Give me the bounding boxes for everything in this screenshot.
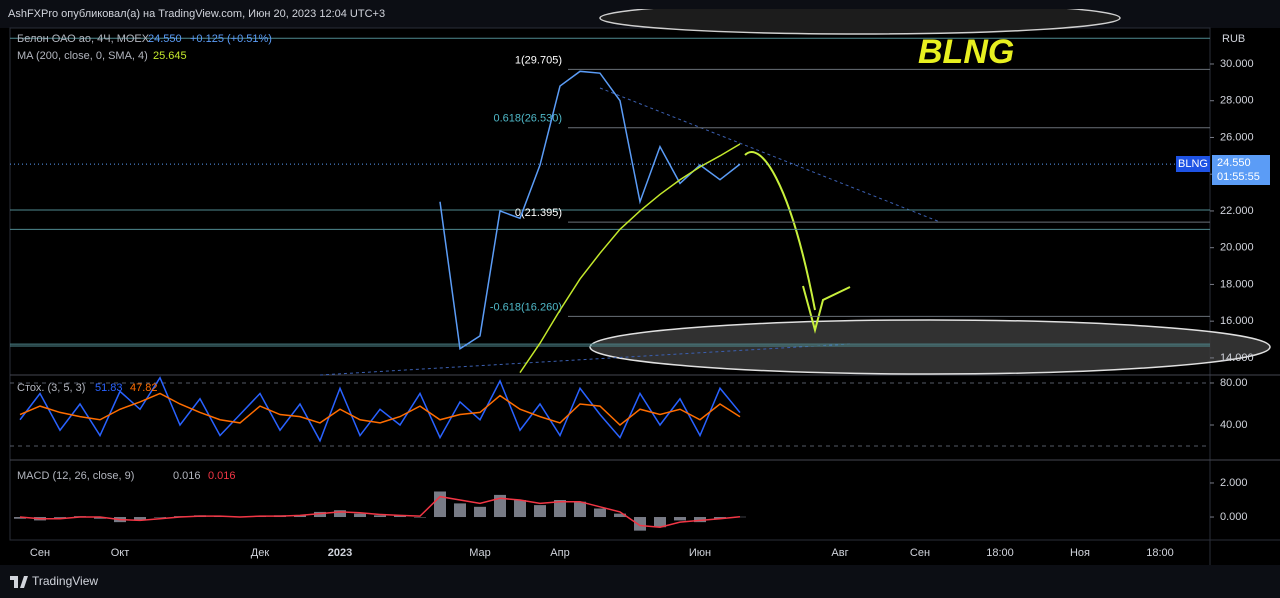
y-tick-label: 20.000: [1220, 242, 1254, 254]
histogram-bar: [14, 517, 26, 519]
histogram-bar: [494, 494, 506, 518]
stoch-legend: Стох. (3, 5, 3): [17, 382, 85, 394]
currency: RUB: [1222, 33, 1245, 45]
x-tick-label: Сен: [30, 547, 50, 559]
fib-label: 0.618(26.530): [494, 113, 563, 125]
histogram-bar: [334, 510, 346, 518]
series-line: [439, 70, 741, 350]
histogram-bar: [314, 511, 326, 518]
histogram-bar: [594, 508, 606, 518]
x-tick-label: 18:00: [986, 547, 1014, 559]
y-tick-label: 28.000: [1220, 95, 1254, 107]
price-tag: [1212, 155, 1270, 185]
y-tick-label: 80.00: [1220, 377, 1248, 389]
histogram-bar: [574, 501, 586, 518]
y-tick-label: 40.00: [1220, 419, 1248, 431]
x-tick-label: Мар: [469, 547, 491, 559]
fib-label: -0.618(16.260): [490, 301, 562, 313]
histogram-bar: [294, 515, 306, 518]
symbol-legend: Белон ОАО ао, 4Ч, MOEX: [17, 33, 150, 45]
change-legend: +0.125 (+0.51%): [190, 33, 272, 45]
y-tick-label: 14.000: [1220, 352, 1254, 364]
histogram-bar: [394, 515, 406, 518]
y-tick-label: 26.000: [1220, 131, 1254, 143]
symbol-tag-text: BLNG: [1178, 158, 1208, 170]
stoch-d-value: 47.82: [130, 382, 158, 394]
histogram-bar: [94, 517, 106, 519]
macd-legend: MACD (12, 26, close, 9): [17, 470, 134, 482]
histogram-bar: [414, 517, 426, 518]
fib-label: 1(29.705): [515, 54, 562, 66]
ellipse-drawing: [589, 319, 1271, 375]
x-tick-label: Ноя: [1070, 547, 1090, 559]
series-line: [19, 376, 741, 443]
footer: TradingView: [32, 574, 98, 588]
stoch-k-value: 51.83: [95, 382, 123, 394]
histogram-bar: [714, 517, 726, 519]
y-tick-label: 16.000: [1220, 315, 1254, 327]
plot-frame: [9, 27, 1211, 541]
y-tick-label: 2.000: [1220, 477, 1248, 489]
forecast-arrow: [744, 151, 851, 334]
series-line: [519, 143, 741, 374]
ma-legend: MA (200, close, 0, SMA, 4): [17, 50, 148, 62]
x-tick-label: Дек: [251, 547, 270, 559]
histogram-bar: [554, 500, 566, 518]
histogram-bar: [434, 491, 446, 518]
trend-line: [319, 343, 851, 376]
x-tick-label: Сен: [910, 547, 930, 559]
histogram-bar: [374, 515, 386, 518]
footer-bar: [0, 565, 1280, 598]
logo: [10, 576, 28, 588]
histogram-bar: [674, 517, 686, 521]
histogram-bar: [54, 517, 66, 518]
annotation: BLNG: [918, 33, 1014, 71]
histogram-bar: [534, 505, 546, 518]
histogram-bar: [514, 500, 526, 518]
top-bar: [580, 0, 1140, 9]
price-tag-countdown: 01:55:55: [1217, 171, 1260, 183]
histogram-bar: [134, 517, 146, 521]
series-line: [19, 495, 741, 528]
histogram-bar: [614, 513, 626, 518]
header: AshFXPro опубликовал(а) на TradingView.c…: [8, 8, 385, 20]
histogram-bar: [354, 513, 366, 518]
histogram-bar: [694, 517, 706, 523]
x-tick-label: Окт: [111, 547, 130, 559]
series-line: [19, 392, 741, 427]
price-legend: 24.550: [148, 33, 182, 45]
x-tick-label: Авг: [831, 547, 848, 559]
macd-hist-value: 0.016: [173, 470, 201, 482]
fib-label: 0(21.395): [515, 207, 562, 219]
histogram-bar: [634, 517, 646, 531]
ma-value: 25.645: [153, 50, 187, 62]
y-tick-label: 22.000: [1220, 205, 1254, 217]
macd-signal-value: 0.016: [208, 470, 236, 482]
histogram-bar: [474, 506, 486, 518]
x-tick-label: Июн: [689, 547, 711, 559]
histogram-bar: [154, 517, 166, 518]
trend-line: [599, 87, 941, 223]
x-tick-label: 2023: [328, 547, 352, 559]
y-tick-label: 0.000: [1220, 511, 1248, 523]
y-tick-label: 18.000: [1220, 278, 1254, 290]
y-tick-label: 30.000: [1220, 58, 1254, 70]
histogram-bar: [654, 517, 666, 528]
symbol-tag: [1176, 156, 1210, 172]
x-tick-label: Апр: [550, 547, 569, 559]
price-tag-price: 24.550: [1217, 157, 1251, 169]
x-tick-label: 18:00: [1146, 547, 1174, 559]
histogram-bar: [454, 503, 466, 518]
